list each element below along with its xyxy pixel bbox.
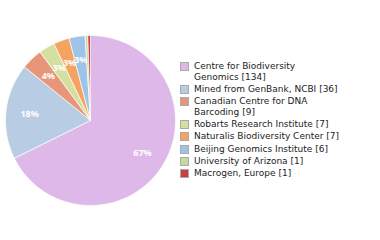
- html-text:Robarts Research Institute [7]: Robarts Research Institute [7]: [194, 119, 329, 129]
- html-text:Beijing Genomics Institute [6]: Beijing Genomics Institute [6]: [194, 143, 328, 154]
- html-text:Macrogen, Europe [1]: Macrogen, Europe [1]: [194, 168, 292, 179]
- html-text:Canadian Centre for DNA Barcod: Canadian Centre for DNA Barcoding [9]: [194, 96, 308, 117]
- html-text:Naturalis Biodiversity Center: Naturalis Biodiversity Center [7]: [194, 131, 339, 142]
- svg-text:4%: 4%: [41, 69, 55, 83]
- svg-text:3%: 3%: [62, 55, 77, 69]
- svg-text:67%: 67%: [133, 146, 151, 159]
- svg-text:3%: 3%: [74, 53, 87, 66]
- html-text:Centre for Biodiversity Genomi: Centre for Biodiversity Genomics [134]: [194, 61, 296, 82]
- svg-text:18%: 18%: [20, 107, 38, 120]
- html-text:University of Arizona [1]: University of Arizona [1]: [194, 156, 304, 166]
- html-text:Mined from GenBank, NCBI [36]: Mined from GenBank, NCBI [36]: [194, 84, 338, 94]
- svg-text:3%: 3%: [52, 60, 66, 74]
